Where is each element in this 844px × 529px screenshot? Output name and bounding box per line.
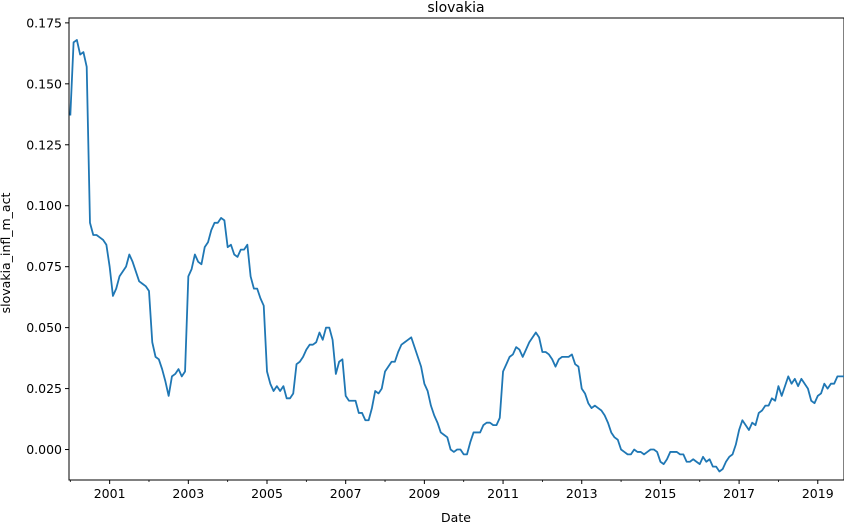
plot-border <box>68 17 844 481</box>
x-axis-label: Date <box>441 510 471 525</box>
y-tick-label: 0.025 <box>26 381 62 396</box>
x-tick-label: 2011 <box>487 486 519 501</box>
y-tick-label: 0.050 <box>26 320 62 335</box>
x-tick-label: 2013 <box>566 486 598 501</box>
x-tick-label: 2015 <box>645 486 677 501</box>
x-tick-label: 2019 <box>802 486 834 501</box>
x-axis: 2001 2003 2005 2007 2009 2011 2013 2015 2017 2019 <box>69 480 834 501</box>
y-tick-label: 0.100 <box>26 198 62 213</box>
x-tick-label: 2003 <box>172 486 204 501</box>
plot-frame <box>68 17 844 481</box>
series-line-0 <box>69 39 844 473</box>
y-tick-label: 0.125 <box>26 137 62 152</box>
y-tick-label: 0.150 <box>26 76 62 91</box>
x-tick-label: 2007 <box>330 486 362 501</box>
y-axis: 0.000 0.025 0.050 0.075 0.100 0.125 0.150 0.175 <box>26 15 69 457</box>
x-tick-label: 2009 <box>408 486 440 501</box>
data-layer <box>69 39 844 473</box>
x-tick-label: 2005 <box>251 486 283 501</box>
chart-title: slovakia <box>427 0 484 16</box>
y-tick-label: 0.075 <box>26 259 62 274</box>
y-axis-label: slovakia_infl_m_act <box>0 193 13 314</box>
x-tick-label: 2001 <box>94 486 126 501</box>
x-tick-label: 2017 <box>723 486 755 501</box>
y-tick-label: 0.000 <box>26 442 62 457</box>
y-tick-label: 0.175 <box>26 15 62 30</box>
